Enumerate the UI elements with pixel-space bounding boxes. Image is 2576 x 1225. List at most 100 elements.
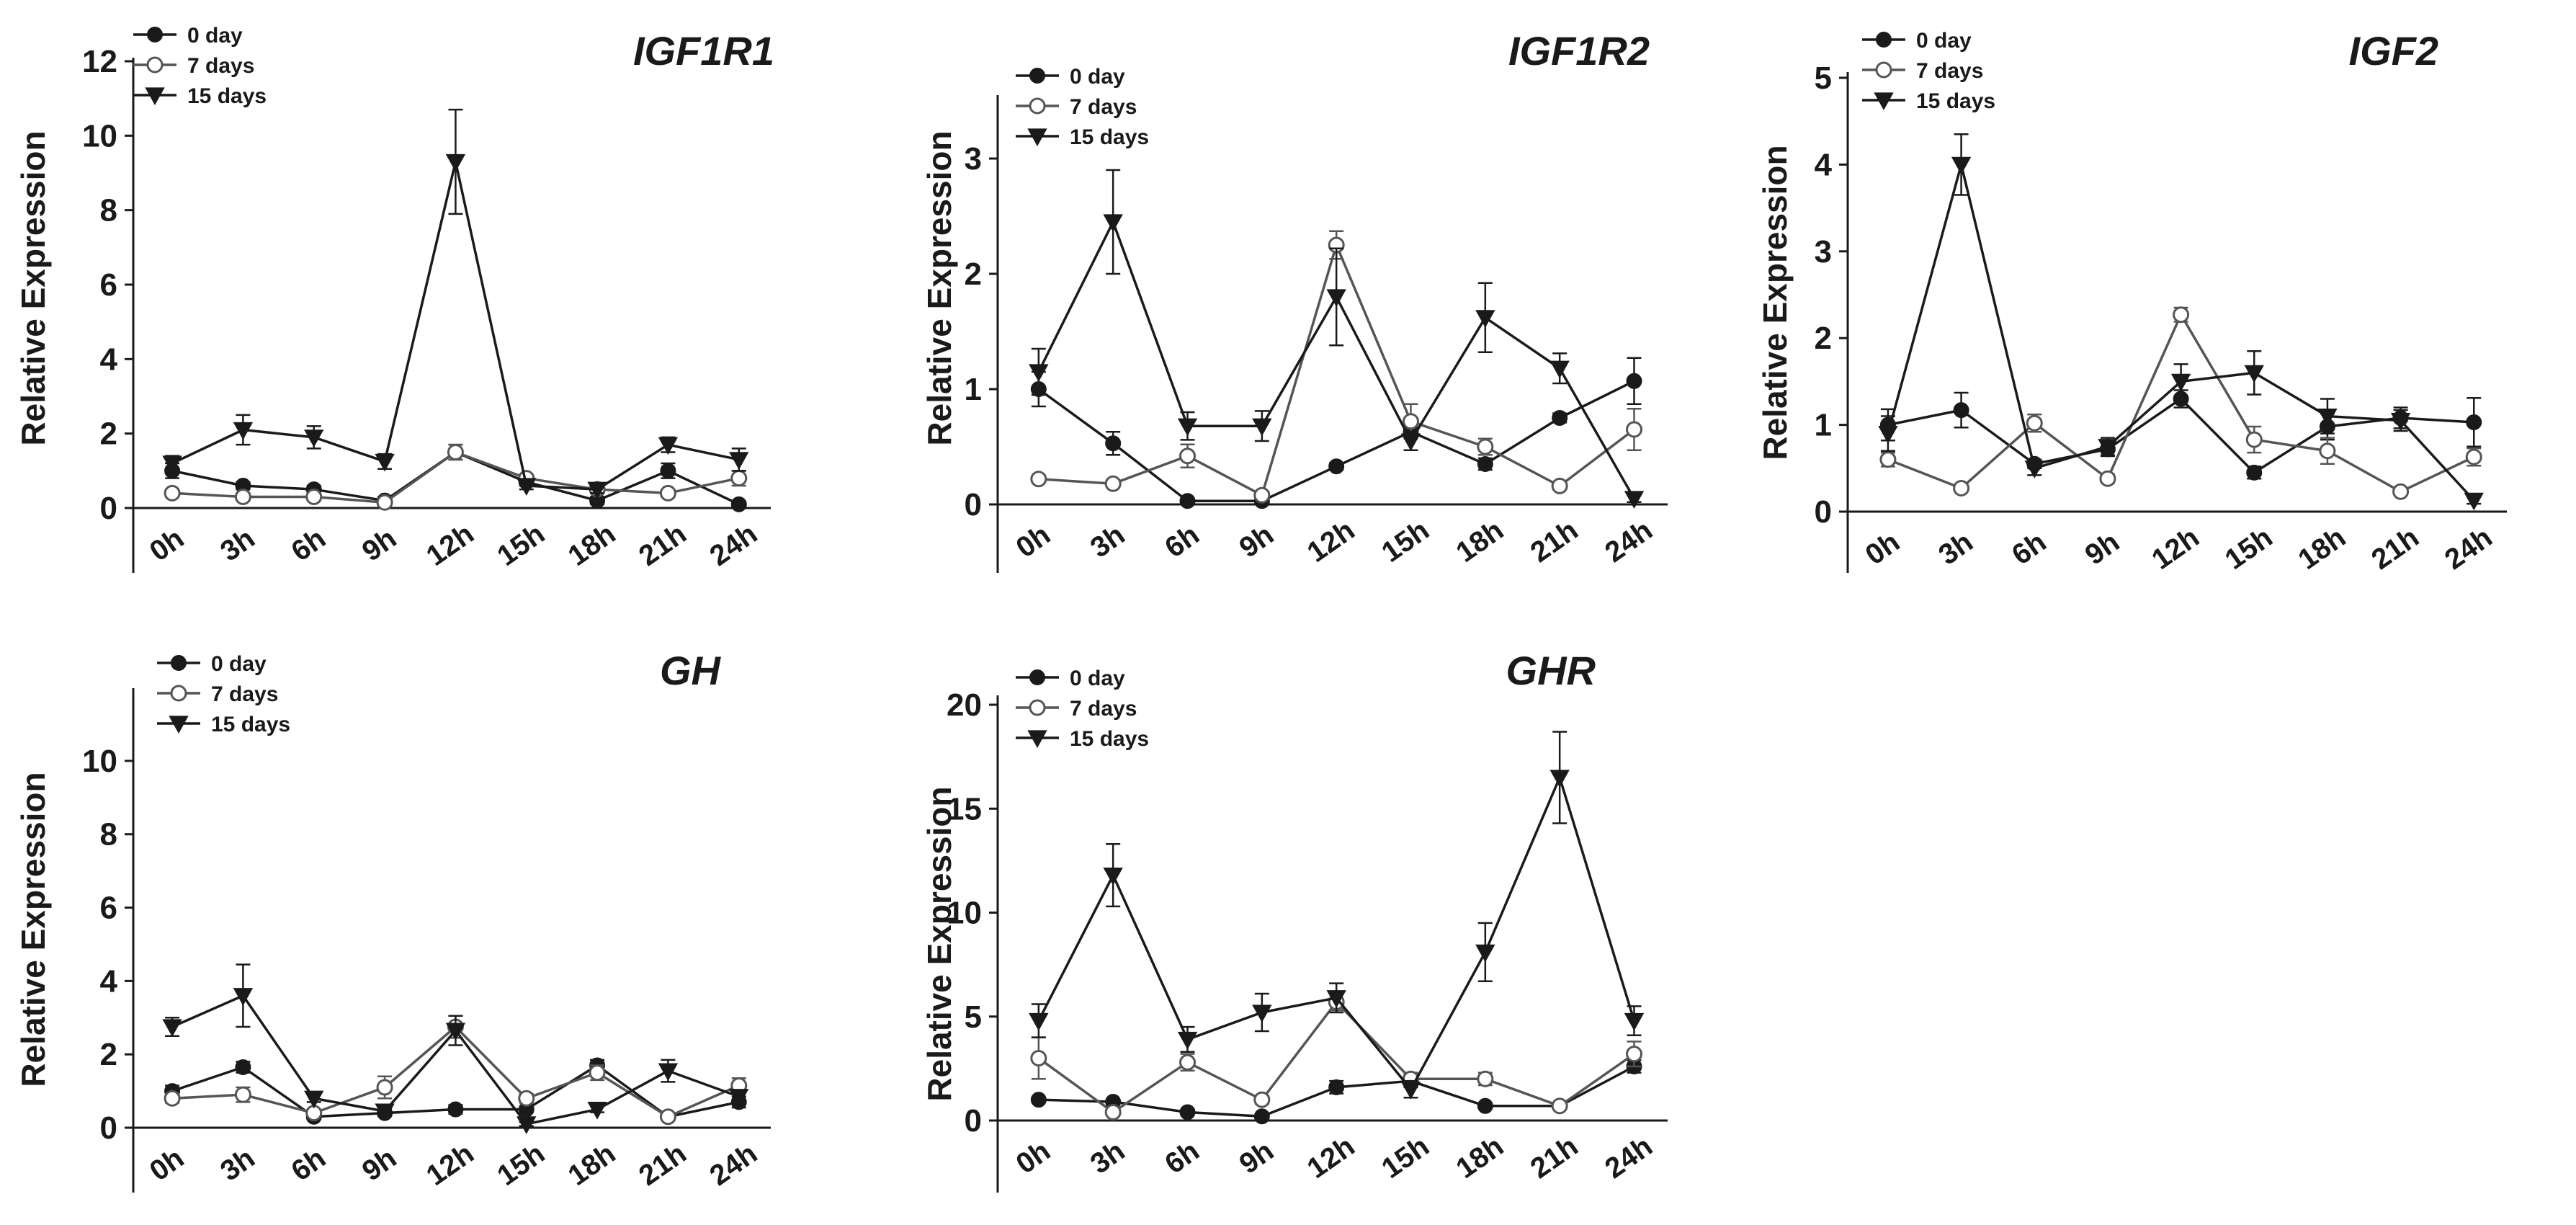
- y-tick-label: 2: [100, 1037, 117, 1072]
- data-point: [1030, 1049, 1047, 1066]
- data-point: [2098, 439, 2118, 457]
- legend-marker: [1029, 699, 1046, 716]
- data-point: [2317, 408, 2338, 427]
- panel-gh: 0 2 4 6 8 10 0h 3h 6h 9h 12h 15h 18h 21h 24h Relative E…: [14, 648, 771, 1193]
- legend-label: 0 day: [1070, 65, 1125, 89]
- data-point: [1030, 471, 1047, 488]
- data-point: [2024, 460, 2044, 478]
- y-tick-label: 15: [947, 791, 982, 827]
- data-point: [1477, 438, 1494, 455]
- data-point: [1104, 475, 1122, 492]
- data-point: [162, 455, 182, 474]
- legend-marker: [1029, 669, 1045, 685]
- legend-marker: [147, 27, 163, 43]
- data-point: [1475, 944, 1495, 963]
- data-point: [1624, 1012, 1645, 1031]
- data-point: [234, 489, 251, 505]
- data-point: [2170, 373, 2191, 392]
- series-line: [1887, 397, 2474, 474]
- x-tick-label: 3h: [1085, 519, 1130, 564]
- data-point: [2319, 442, 2336, 460]
- legend: 0 day 7 days 15 days: [1016, 667, 1149, 751]
- legend: 0 day 7 days 15 days: [1862, 29, 1995, 113]
- x-tick-label: 24h: [1599, 514, 1658, 569]
- series-15-days: [162, 108, 749, 500]
- legend: 0 day 7 days 15 days: [133, 24, 267, 108]
- x-tick-label: 6h: [1159, 519, 1204, 564]
- data-point: [2099, 470, 2116, 487]
- data-point: [1179, 1054, 1196, 1071]
- data-point: [1403, 413, 1419, 430]
- data-point: [305, 489, 323, 505]
- x-tick-label: 24h: [2439, 522, 2498, 576]
- y-tick-label: 5: [965, 999, 982, 1035]
- y-tick-label: 8: [100, 193, 117, 228]
- y-tick-label: 8: [100, 817, 117, 852]
- data-point: [1549, 770, 1570, 788]
- data-point: [1253, 1091, 1271, 1108]
- data-point: [1400, 433, 1421, 452]
- data-point: [1179, 493, 1196, 509]
- data-point: [729, 452, 749, 470]
- x-tick-label: 12h: [1302, 1131, 1361, 1185]
- data-point: [659, 484, 676, 502]
- data-point: [589, 1064, 606, 1082]
- x-tick-label: 12h: [421, 1138, 480, 1193]
- x-tick-label: 3h: [215, 1142, 260, 1188]
- data-point: [729, 1089, 749, 1107]
- legend-label: 0 day: [1070, 667, 1125, 690]
- y-axis-label: Relative Expression: [14, 130, 52, 445]
- legend-label: 15 days: [1916, 89, 1995, 113]
- y-tick-label: 2: [100, 416, 117, 452]
- y-tick-label: 0: [100, 491, 117, 526]
- legend-label: 15 days: [1070, 727, 1149, 751]
- legend-label: 15 days: [1070, 125, 1149, 149]
- panel-igf1r2: 0 1 2 3 0h 3h 6h 9h 12h 15h 18h 21h 24h Relative Expr…: [921, 28, 1668, 573]
- data-point: [233, 422, 254, 440]
- data-point: [233, 988, 254, 1006]
- x-tick-label: 18h: [1451, 514, 1510, 569]
- data-point: [1626, 1046, 1642, 1063]
- data-point: [1030, 1092, 1047, 1108]
- legend-label: 15 days: [211, 713, 290, 736]
- legend-marker: [171, 655, 187, 671]
- data-point: [1626, 373, 1642, 389]
- legend-marker: [146, 56, 164, 74]
- data-point: [730, 496, 747, 512]
- y-tick-label: 2: [1815, 321, 1832, 356]
- y-tick-label: 5: [1815, 61, 1832, 96]
- data-point: [447, 444, 464, 460]
- data-point: [518, 1090, 535, 1107]
- data-point: [304, 429, 324, 447]
- panel-igf2: 0 1 2 3 4 5 0h 3h 6h 9h 12h 15h 18h 21h 24h Relative Ex…: [1756, 28, 2507, 576]
- data-point: [1029, 1012, 1049, 1031]
- data-point: [1105, 435, 1122, 452]
- data-point: [445, 153, 466, 172]
- legend-label: 0 day: [1916, 29, 1972, 53]
- x-tick-label: 3h: [1933, 526, 1978, 571]
- data-point: [1252, 1004, 1272, 1023]
- x-tick-label: 18h: [563, 1138, 622, 1193]
- legend-marker: [1029, 97, 1046, 115]
- data-point: [1951, 156, 1972, 175]
- chart-title: IGF2: [2349, 28, 2438, 74]
- chart-title: GHR: [1506, 648, 1596, 693]
- legend: 0 day 7 days 15 days: [1016, 65, 1149, 149]
- data-point: [164, 1090, 181, 1107]
- legend-marker: [1875, 61, 1892, 79]
- chart-title: IGF1R2: [1508, 28, 1650, 74]
- x-tick-label: 6h: [2006, 526, 2052, 571]
- data-point: [1953, 402, 1969, 419]
- y-tick-label: 3: [1815, 234, 1832, 270]
- data-point: [1103, 867, 1123, 886]
- data-point: [730, 470, 748, 487]
- legend-marker: [1874, 92, 1894, 111]
- y-tick-label: 10: [82, 118, 117, 153]
- y-axis-label: Relative Expression: [14, 772, 52, 1087]
- data-point: [1177, 418, 1198, 437]
- y-tick-label: 4: [100, 963, 118, 999]
- data-point: [1400, 1082, 1421, 1100]
- x-tick-label: 9h: [2080, 526, 2125, 571]
- x-tick-label: 15h: [2219, 522, 2278, 576]
